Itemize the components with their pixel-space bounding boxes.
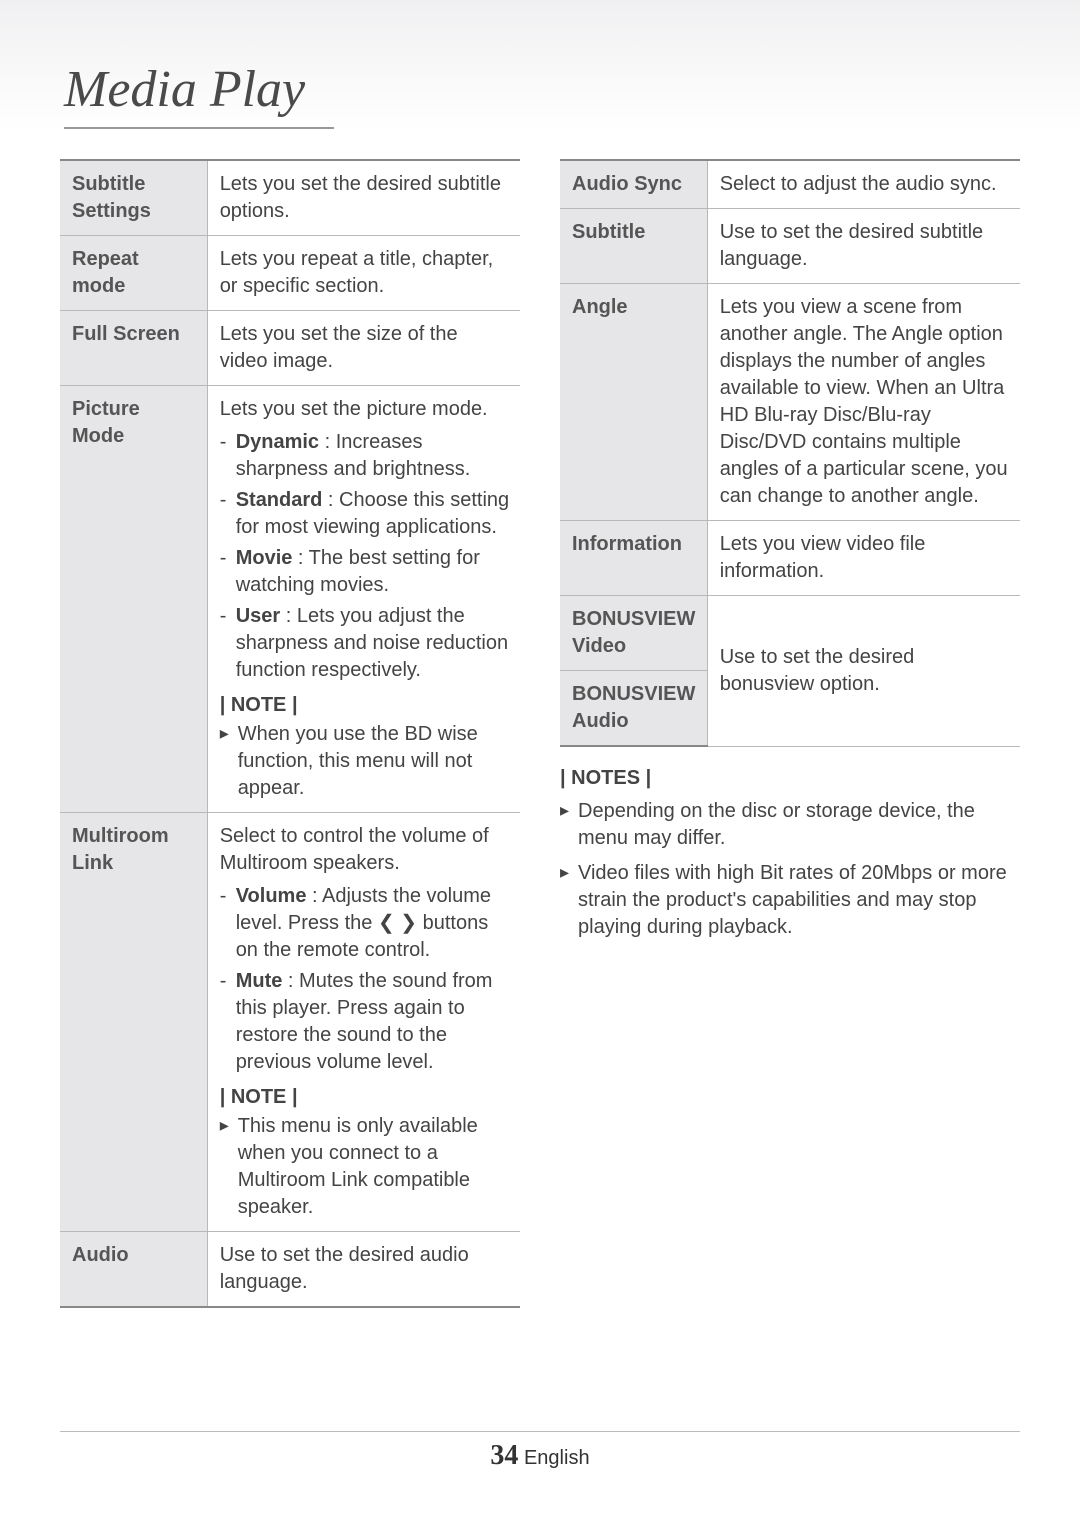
bullet-item: Standard : Choose this setting for most … xyxy=(220,487,510,541)
left-column: Subtitle Settings Lets you set the desir… xyxy=(60,159,520,1308)
notes-header: | NOTES | xyxy=(560,765,1020,792)
page-lang: English xyxy=(524,1447,590,1469)
page-footer: 34 English xyxy=(0,1440,1080,1472)
row-desc: Use to set the desired subtitle language… xyxy=(707,209,1020,284)
row-label: Repeat mode xyxy=(60,236,207,311)
row-desc: Lets you set the desired subtitle option… xyxy=(207,160,520,236)
row-desc: Lets you repeat a title, chapter, or spe… xyxy=(207,236,520,311)
bullet-item: Dynamic : Increases sharpness and bright… xyxy=(220,429,510,483)
footer-divider xyxy=(60,1431,1020,1432)
bullet-item: Volume : Adjusts the volume level. Press… xyxy=(220,883,510,964)
row-desc: Lets you view a scene from another angle… xyxy=(707,284,1020,521)
row-label: Subtitle Settings xyxy=(60,160,207,236)
right-column: Audio Sync Select to adjust the audio sy… xyxy=(560,159,1020,1308)
row-label: Audio xyxy=(60,1232,207,1308)
row-label: BONUSVIEW Video xyxy=(560,596,707,671)
left-table: Subtitle Settings Lets you set the desir… xyxy=(60,159,520,1308)
page-number: 34 xyxy=(490,1440,518,1471)
row-desc: Select to control the volume of Multiroo… xyxy=(207,813,520,1232)
intro-text: Lets you set the picture mode. xyxy=(220,398,488,420)
row-desc: Use to set the desired audio language. xyxy=(207,1232,520,1308)
row-label: Full Screen xyxy=(60,311,207,386)
right-table: Audio Sync Select to adjust the audio sy… xyxy=(560,159,1020,747)
note-item: Video files with high Bit rates of 20Mbp… xyxy=(560,860,1020,941)
title-underline xyxy=(64,127,334,129)
row-label: BONUSVIEW Audio xyxy=(560,671,707,747)
row-label: Information xyxy=(560,521,707,596)
note-header: | NOTE | xyxy=(220,1084,510,1111)
row-label: Multiroom Link xyxy=(60,813,207,1232)
row-label: Audio Sync xyxy=(560,160,707,209)
note-item: Depending on the disc or storage device,… xyxy=(560,798,1020,852)
note-text: When you use the BD wise function, this … xyxy=(220,721,510,802)
bullet-item: User : Lets you adjust the sharpness and… xyxy=(220,603,510,684)
row-desc: Lets you view video file information. xyxy=(707,521,1020,596)
bullet-item: Movie : The best setting for watching mo… xyxy=(220,545,510,599)
note-text: This menu is only available when you con… xyxy=(220,1113,510,1221)
notes-section: | NOTES | Depending on the disc or stora… xyxy=(560,765,1020,941)
row-desc: Select to adjust the audio sync. xyxy=(707,160,1020,209)
note-header: | NOTE | xyxy=(220,692,510,719)
row-label: Angle xyxy=(560,284,707,521)
row-desc: Lets you set the size of the video image… xyxy=(207,311,520,386)
row-label: Picture Mode xyxy=(60,386,207,813)
intro-text: Select to control the volume of Multiroo… xyxy=(220,825,489,874)
row-label: Subtitle xyxy=(560,209,707,284)
page-title: Media Play xyxy=(64,60,1020,119)
bullet-item: Mute : Mutes the sound from this player.… xyxy=(220,968,510,1076)
row-desc: Use to set the desired bonusview option. xyxy=(707,596,1020,747)
row-desc: Lets you set the picture mode. Dynamic :… xyxy=(207,386,520,813)
